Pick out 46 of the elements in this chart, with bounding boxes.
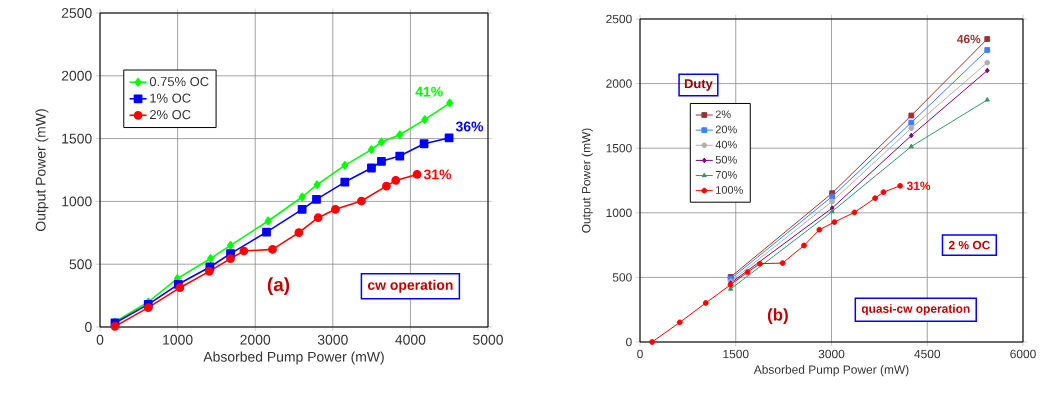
annotation: (b) xyxy=(767,308,788,325)
legend-label: 2% OC xyxy=(150,110,191,120)
legend-label: 50% xyxy=(715,155,737,164)
y-tick-label: 2000 xyxy=(606,79,632,88)
x-tick-label: 4500 xyxy=(914,349,941,359)
x-tick-label: 0 xyxy=(96,334,104,345)
legend-label: 2% xyxy=(715,110,731,119)
x-tick-label: 2000 xyxy=(240,334,271,345)
y-tick-label: 1000 xyxy=(62,196,92,207)
x-tick-label: 6000 xyxy=(1010,349,1036,359)
x-tick-label: 3000 xyxy=(818,349,845,359)
y-tick-label: 2000 xyxy=(61,70,92,81)
legend-label: 0.75% OC xyxy=(149,76,209,87)
y-tick-label: 0 xyxy=(85,322,92,332)
x-tick-label: 1500 xyxy=(723,349,749,359)
x-axis-title: Absorbed Pump Power (mW) xyxy=(753,365,909,377)
y-tick-label: 1500 xyxy=(606,143,632,153)
x-tick-label: 3000 xyxy=(317,334,348,345)
y-axis-title: Output Power (mW) xyxy=(35,109,49,231)
x-tick-label: 5000 xyxy=(473,334,503,345)
annotation: 31% xyxy=(906,181,931,191)
annotation: 46% xyxy=(957,34,981,44)
x-tick-label: 4000 xyxy=(395,334,426,345)
legend-label: 20% xyxy=(715,125,737,134)
x-axis-title: Absorbed Pump Power (mW) xyxy=(203,351,384,365)
annotation: 31% xyxy=(423,169,452,180)
annotation: cw operation xyxy=(367,279,453,293)
legend-label: 70% xyxy=(715,170,737,179)
legend-title: Duty xyxy=(684,79,713,91)
y-tick-label: 2500 xyxy=(61,8,92,18)
y-tick-label: 500 xyxy=(69,259,92,270)
legend-label: 1% OC xyxy=(150,93,191,103)
legend-label: 100% xyxy=(716,186,743,194)
legend-label: 40% xyxy=(715,140,737,149)
annotation: 2 % OC xyxy=(948,240,990,250)
annotation: 41% xyxy=(415,86,443,97)
y-axis-title: Output Power (mW) xyxy=(581,128,593,233)
x-tick-label: 0 xyxy=(637,349,643,359)
annotation: (a) xyxy=(267,277,290,295)
y-tick-label: 1000 xyxy=(606,208,632,218)
x-tick-label: 1000 xyxy=(163,334,193,345)
y-tick-label: 1500 xyxy=(62,133,92,144)
annotation: 36% xyxy=(455,121,484,132)
y-tick-label: 500 xyxy=(612,273,632,282)
y-tick-label: 2500 xyxy=(606,14,632,24)
annotation: quasi-cw operation xyxy=(861,304,970,316)
